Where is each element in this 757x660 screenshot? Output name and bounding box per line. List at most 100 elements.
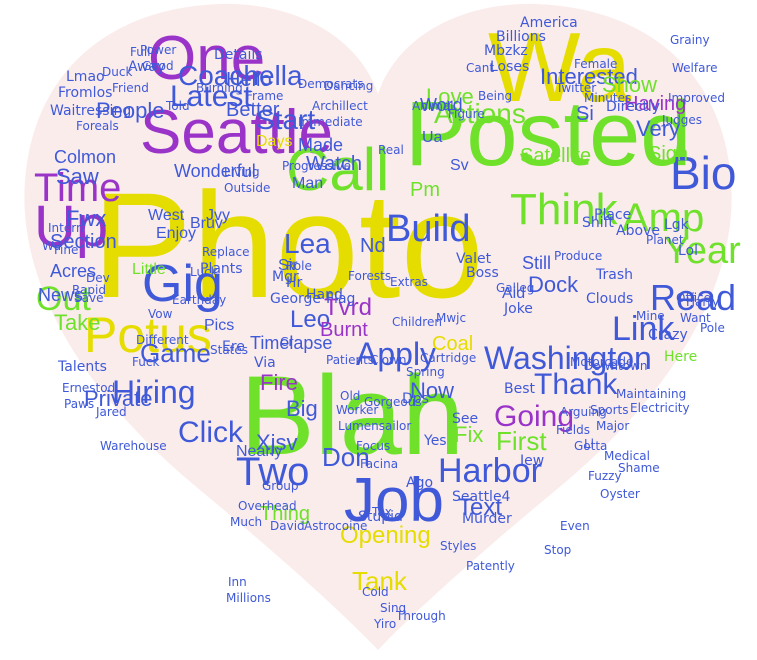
cloud-word: Tvrd	[324, 294, 372, 321]
cloud-word: Jvy	[206, 207, 230, 224]
cloud-word: Made	[298, 135, 344, 155]
cloud-word: Link	[612, 310, 675, 348]
cloud-word: Out	[36, 280, 91, 318]
cloud-word: Real	[378, 143, 404, 157]
cloud-word: Being	[478, 89, 513, 103]
cloud-word: Best	[504, 381, 536, 397]
cloud-word: See	[452, 411, 479, 427]
cloud-word: Word	[420, 95, 463, 115]
cloud-word: Hiring	[112, 374, 196, 410]
cloud-word: Produce	[554, 249, 603, 263]
cloud-word: Archillect	[312, 99, 368, 113]
cloud-word: Text	[458, 494, 503, 521]
cloud-word: Up	[34, 194, 109, 259]
cloud-word: Fuck	[132, 355, 160, 369]
cloud-word: Very	[636, 116, 681, 141]
cloud-word: Medical	[604, 449, 650, 463]
cloud-word: Old	[340, 389, 361, 403]
cloud-word: West	[148, 207, 185, 224]
cloud-word: Joke	[504, 301, 533, 317]
cloud-word: David	[270, 519, 305, 533]
cloud-word: Man	[292, 175, 324, 192]
cloud-word: Grainy	[670, 33, 710, 47]
cloud-word: Gorgeous	[364, 395, 422, 409]
cloud-word: Take	[54, 310, 101, 335]
cloud-word: Talents	[58, 359, 107, 375]
cloud-word: Time	[34, 166, 122, 210]
cloud-word: Apply	[356, 336, 437, 372]
cloud-word: Downtown	[584, 359, 648, 373]
cloud-word: America	[520, 15, 578, 31]
cloud-word: Thing	[260, 503, 311, 525]
cloud-word: Ago	[406, 475, 434, 491]
cloud-word: Oyster	[600, 487, 640, 501]
cloud-word: Sing	[380, 601, 407, 615]
cloud-word: Flag	[326, 291, 356, 307]
cloud-word: Details	[214, 47, 263, 63]
cloud-word: Place	[594, 207, 632, 223]
cloud-word: Potus	[84, 307, 212, 363]
cloud-word: Click	[178, 416, 243, 449]
cloud-word: Directly	[606, 99, 661, 115]
cloud-word: Improved	[668, 91, 725, 105]
cloud-word: Foreals	[76, 119, 119, 133]
cloud-word: Days	[256, 133, 293, 150]
cloud-word: Even	[560, 519, 590, 533]
cloud-word: Nd	[360, 235, 386, 257]
cloud-word: Figure	[448, 107, 485, 121]
cloud-word: Focus	[356, 439, 391, 453]
cloud-word: Job	[344, 466, 444, 535]
cloud-word: States	[210, 343, 249, 357]
cloud-word: Here	[664, 349, 698, 365]
cloud-word: Going	[494, 400, 575, 433]
cloud-word: Having	[624, 93, 687, 115]
cloud-word: Power	[140, 43, 177, 57]
cloud-word: Interested	[540, 64, 638, 89]
cloud-word: Show	[602, 72, 658, 97]
cloud-word: Hello	[226, 69, 272, 91]
cloud-word: George	[270, 291, 322, 307]
cloud-word: Sir	[278, 257, 298, 274]
cloud-word: Gotta	[574, 439, 608, 453]
cloud-word: Much	[230, 515, 263, 529]
cloud-word: Tax	[372, 505, 392, 519]
cloud-word: Mbzkz	[484, 43, 528, 59]
cloud-word: Trash	[596, 267, 633, 283]
cloud-word: Frame	[246, 89, 284, 103]
cloud-word: One	[148, 24, 266, 93]
cloud-word: Enjoy	[156, 225, 197, 242]
cloud-word: Now	[410, 378, 455, 403]
cloud-word: Fields	[556, 423, 590, 437]
cloud-word: Cold	[362, 585, 389, 599]
cloud-word: First	[496, 426, 547, 456]
cloud-word: Replace	[202, 245, 250, 259]
cloud-word: Living	[224, 165, 260, 179]
cloud-word: Valet	[456, 251, 492, 267]
cloud-word: Wonderful	[174, 161, 256, 181]
cloud-word: Private	[84, 386, 153, 411]
cloud-word: Burning	[196, 81, 243, 95]
cloud-word: Photo	[92, 161, 484, 329]
cloud-word: Leo	[290, 306, 331, 333]
cloud-word: Outside	[224, 181, 271, 195]
cloud-word: Forests	[348, 269, 392, 283]
cloud-word: Save	[74, 291, 104, 305]
cloud-word: Different	[136, 333, 189, 347]
cloud-word: Maintaining	[616, 387, 687, 401]
cloud-word: Game	[140, 338, 211, 368]
heart-background	[24, 3, 732, 650]
cloud-word: Ua	[422, 129, 443, 146]
cloud-word: Ernestod	[62, 381, 116, 395]
cloud-word: Wa	[488, 12, 632, 122]
cloud-word: Worker	[336, 403, 379, 417]
cloud-word: Millions	[226, 591, 271, 605]
cloud-word: Inn	[228, 575, 247, 589]
cloud-word: Styles	[440, 539, 477, 553]
cloud-word: Blah	[240, 353, 465, 478]
cloud-word: Through	[396, 609, 446, 623]
cloud-word: Intern	[48, 221, 84, 235]
cloud-word: Pics	[204, 317, 235, 334]
cloud-word: Rapid	[72, 283, 106, 297]
cloud-word: Immediate	[298, 115, 363, 129]
cloud-word: Latest	[170, 80, 252, 113]
